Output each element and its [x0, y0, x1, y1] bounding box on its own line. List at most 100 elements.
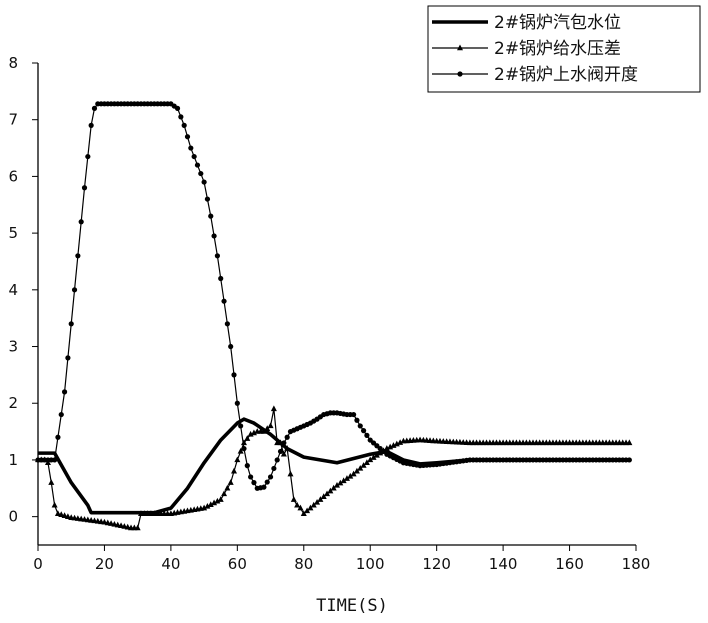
data-point	[88, 122, 94, 128]
data-point	[327, 487, 334, 494]
data-point	[134, 524, 141, 531]
data-point	[65, 355, 71, 361]
data-point	[54, 510, 61, 517]
data-point	[393, 440, 400, 447]
data-point	[363, 459, 370, 465]
data-point	[78, 219, 84, 225]
data-point	[626, 457, 632, 463]
series-3	[35, 101, 632, 491]
chart-axes: 0 20 40 60 80 100 120 140 160 180 0 1 2 3 4 5 6 7 8	[8, 54, 650, 573]
data-point	[340, 477, 347, 484]
data-point	[224, 484, 231, 491]
data-point	[354, 417, 360, 423]
data-point	[357, 464, 364, 471]
data-point	[274, 457, 280, 463]
data-point	[383, 445, 390, 451]
y-tick-label: 6	[8, 167, 18, 185]
data-point	[231, 372, 237, 378]
y-tick-label: 2	[8, 394, 18, 412]
data-point	[251, 480, 257, 486]
data-point	[373, 451, 380, 458]
data-point	[218, 275, 224, 282]
data-point	[287, 470, 294, 477]
data-point	[248, 474, 254, 480]
x-tick-label: 180	[622, 555, 651, 573]
y-tick-label: 0	[8, 508, 18, 526]
data-point	[357, 423, 363, 429]
data-point	[284, 434, 290, 440]
data-point	[277, 448, 284, 455]
data-point	[367, 456, 374, 463]
data-point	[304, 507, 311, 514]
data-point	[64, 513, 71, 519]
data-point	[61, 512, 68, 518]
data-point	[267, 474, 274, 480]
legend-item-2: 2#锅炉给水压差	[432, 39, 621, 59]
data-point	[314, 498, 321, 505]
data-point	[270, 405, 277, 412]
x-axis-label: TIME(S)	[316, 596, 388, 616]
data-point	[188, 145, 194, 151]
data-point	[370, 454, 377, 460]
data-point	[52, 457, 58, 463]
legend-marker	[457, 44, 463, 51]
data-point	[71, 287, 78, 293]
data-point	[51, 501, 58, 508]
plot-area	[35, 101, 633, 531]
data-point	[58, 511, 65, 518]
data-point	[360, 428, 367, 434]
data-point	[81, 185, 88, 191]
data-point	[238, 423, 244, 429]
data-point	[201, 179, 207, 185]
data-point	[320, 493, 327, 499]
data-point	[221, 298, 227, 304]
data-point	[360, 462, 367, 468]
x-tick-label: 100	[356, 555, 385, 573]
data-point	[330, 484, 337, 491]
y-tick-label: 8	[8, 54, 18, 72]
data-point	[297, 504, 304, 511]
data-point	[264, 479, 270, 485]
data-point	[91, 105, 98, 111]
data-point	[237, 447, 244, 454]
x-tick-label: 60	[228, 555, 247, 573]
data-point	[204, 196, 211, 202]
data-point	[281, 440, 287, 446]
data-point	[48, 479, 55, 485]
data-point	[350, 470, 357, 477]
series-1	[38, 417, 630, 515]
data-point	[290, 496, 297, 502]
y-tick-label: 1	[8, 451, 18, 469]
data-point	[198, 170, 204, 177]
x-tick-label: 160	[555, 555, 584, 573]
series-line	[38, 417, 630, 515]
data-point	[208, 213, 214, 219]
series-line	[38, 408, 630, 529]
data-point	[377, 449, 384, 456]
x-tick-label: 120	[422, 555, 451, 573]
data-point	[61, 389, 68, 395]
data-point	[284, 445, 291, 451]
data-point	[221, 490, 228, 497]
data-point	[75, 253, 81, 259]
data-point	[300, 510, 307, 517]
data-point	[353, 467, 360, 474]
data-point	[181, 122, 187, 128]
data-point	[194, 162, 201, 168]
data-point	[211, 499, 218, 506]
data-point	[364, 432, 370, 438]
data-point	[310, 501, 317, 508]
legend-label: 2#锅炉汽包水位	[494, 13, 621, 33]
legend-marker	[457, 71, 463, 77]
data-point	[174, 105, 181, 111]
data-point	[347, 472, 354, 479]
data-point	[240, 439, 247, 446]
data-point	[343, 475, 350, 481]
data-point	[191, 153, 197, 160]
legend-item-3: 2#锅炉上水阀开度	[432, 65, 638, 85]
data-point	[294, 501, 301, 508]
data-point	[260, 428, 267, 434]
y-tick-label: 4	[8, 281, 18, 299]
data-point	[178, 114, 184, 120]
